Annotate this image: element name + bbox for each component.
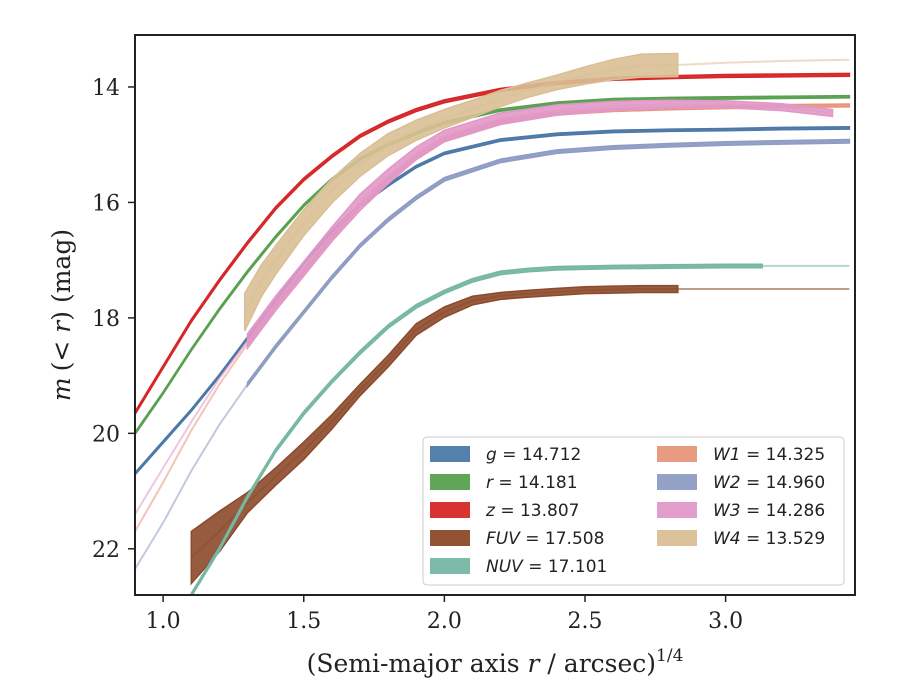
legend-item-NUV: NUV = 17.101 [430,557,607,577]
legend-label: g = 14.712 [486,445,581,465]
series-NUV [190,263,850,595]
plot-frame [134,34,856,596]
series-W3 [135,99,834,515]
legend-label: W1 = 14.325 [713,445,825,465]
series-band [246,99,834,351]
legend-label: W2 = 14.960 [713,473,825,493]
legend-swatch [430,502,470,518]
legend-swatch [430,530,470,546]
y-axis-title-var1: m [47,377,76,401]
x-tick-label: 2.0 [427,609,462,634]
legend-swatch [657,502,697,518]
series-FUV [190,284,850,586]
ticks-layer: 1.0 1.5 2.0 2.5 3.0 14 16 18 20 22 [92,76,743,634]
legend-item-FUV: FUV = 17.508 [430,529,604,549]
y-tick-label: 18 [92,307,120,332]
y-tick-label: 22 [92,538,120,563]
series-layer [135,52,851,595]
x-tick-label: 1.5 [286,609,321,634]
legend-label: FUV = 17.508 [486,529,604,549]
legend-label: r = 14.181 [486,473,578,493]
legend-label: z = 13.807 [485,501,579,521]
x-axis-title: (Semi-major axis r / arcsec)1/4 [307,646,684,678]
series-W2 [135,138,851,570]
legend-item-z: z = 13.807 [430,501,579,521]
series-W4 [243,52,850,332]
legend-swatch [657,446,697,462]
series-band [243,52,679,332]
legend-frame [422,436,845,586]
series-band [135,72,851,417]
legend-item-W1: W1 = 14.325 [657,445,825,465]
legend-swatch [430,446,470,462]
x-tick-label: 3.0 [708,609,743,634]
legend-swatch [430,558,470,574]
x-axis-title-var: r [528,649,542,678]
y-axis-title: m (< r) (mag) [47,229,76,401]
x-axis-title-rest: / arcsec) [539,649,656,678]
series-band [135,94,851,436]
x-axis-title-main: (Semi-major axis [307,649,528,678]
y-axis-title-mid: (< [47,333,76,372]
legend-swatch [657,474,697,490]
legend-item-g: g = 14.712 [430,445,581,465]
series-band [246,138,851,389]
legend-label: W4 = 13.529 [713,529,825,549]
series-band [190,284,679,586]
y-axis-title-rest: ) (mag) [47,229,76,321]
legend-item-W3: W3 = 14.286 [657,501,825,521]
y-tick-label: 16 [92,191,120,216]
legend-item-r: r = 14.181 [430,473,578,493]
y-axis-title-var2: r [47,319,76,333]
y-tick-label: 14 [92,76,120,101]
legend-swatch [430,474,470,490]
legend-label: NUV = 17.101 [486,557,607,577]
legend-label: W3 = 14.286 [713,501,825,521]
legend-item-W2: W2 = 14.960 [657,473,825,493]
legend: g = 14.712 r = 14.181 z = 13.807 FUV = 17.5… [422,436,845,586]
x-tick-label: 2.5 [568,609,603,634]
x-axis-title-sup: 1/4 [656,646,683,666]
legend-item-W4: W4 = 13.529 [657,529,825,549]
series-band [190,263,763,595]
y-tick-label: 20 [92,422,120,447]
x-tick-label: 1.0 [146,609,181,634]
legend-swatch [657,530,697,546]
